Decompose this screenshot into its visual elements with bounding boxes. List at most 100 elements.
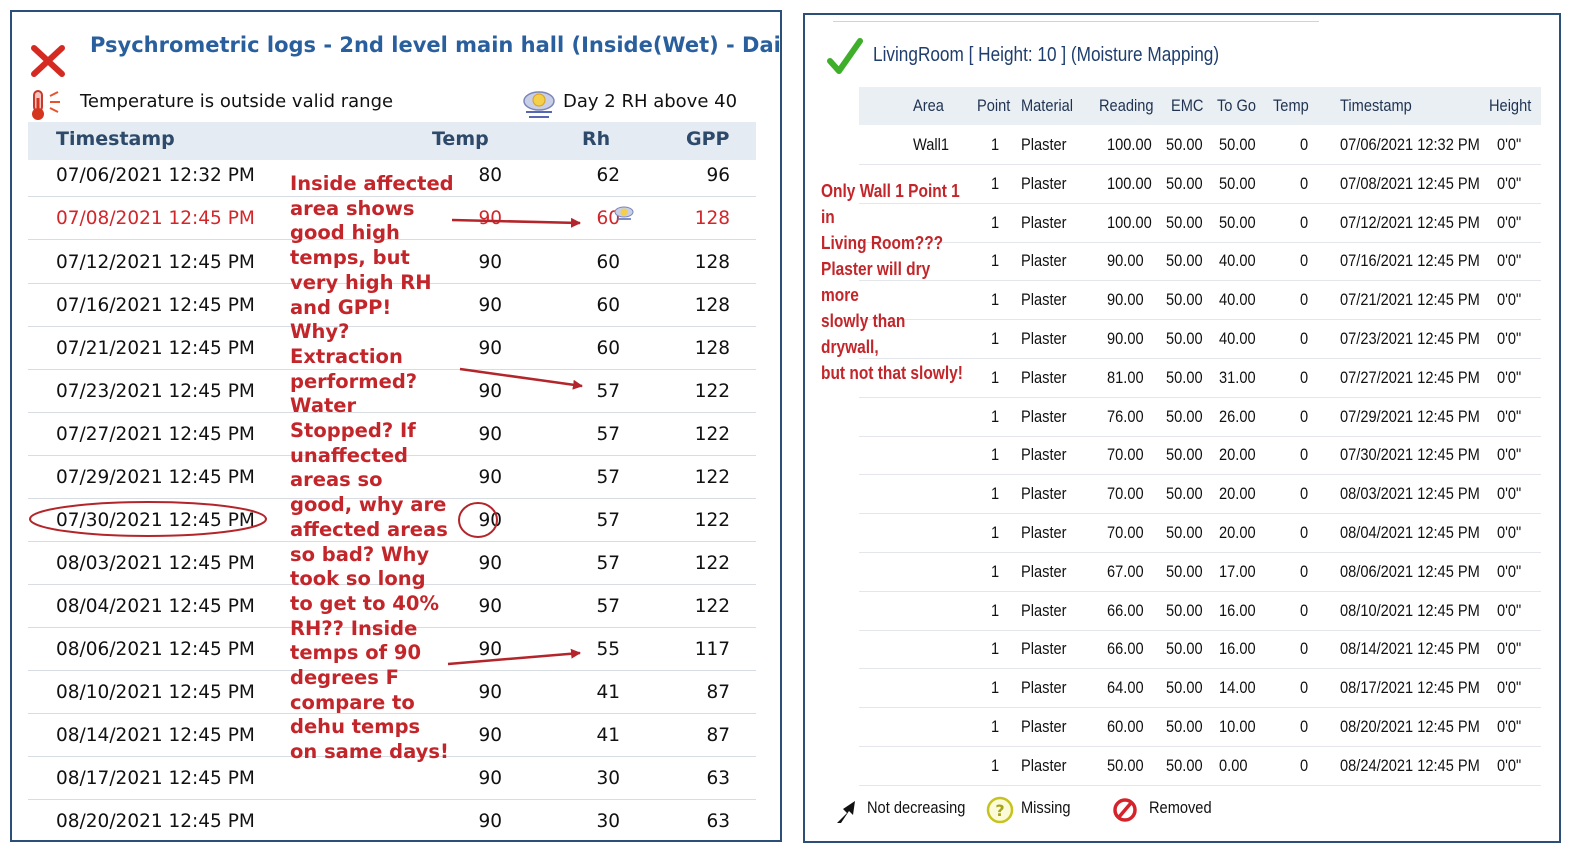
cell-temp: 90 [478,553,502,574]
cell-emc: 50.00 [1166,406,1203,426]
question-icon: ? [986,796,1014,824]
cell-height: 0'0" [1497,639,1522,659]
table-row[interactable]: 1 Plaster 76.00 50.00 26.00 0 07/29/2021 12:45… [859,398,1541,437]
col-temp[interactable]: Temp [1273,96,1309,115]
cell-timestamp: 07/16/2021 12:45 PM [56,295,255,316]
table-row[interactable]: 1 Plaster 50.00 50.00 0.00 0 08/24/2021 12:45 … [859,747,1541,786]
table-row[interactable]: 07/27/2021 12:45 PM 90 57 122 [28,413,756,456]
table-row[interactable]: 1 Plaster 70.00 50.00 20.00 0 08/03/2021 12:45… [859,475,1541,515]
annotation-line: and GPP! [290,295,392,319]
table-row[interactable]: 1 Plaster 100.00 50.00 50.00 0 07/08/2021 12:4… [859,165,1541,204]
col-timestamp[interactable]: Timestamp [56,128,175,150]
cell-to-go: 50.00 [1219,135,1256,154]
cell-gpp: 122 [694,596,730,617]
cell-reading: 66.00 [1107,639,1144,659]
cell-to-go: 40.00 [1219,251,1256,271]
cell-material: Plaster [1021,639,1067,659]
cell-material: Plaster [1021,329,1067,348]
cell-rh: 57 [596,467,620,488]
cell-reading: 60.00 [1107,717,1144,736]
table-row[interactable]: 08/14/2021 12:45 PM 90 41 87 [28,714,756,757]
table-row[interactable]: 07/21/2021 12:45 PM 90 60 128 [28,327,756,370]
col-reading[interactable]: Reading [1099,96,1154,115]
col-area[interactable]: Area [913,96,944,115]
table-row[interactable]: 1 Plaster 66.00 50.00 16.00 0 08/14/2021 12:45… [859,630,1541,670]
cell-rh: 41 [596,725,620,746]
cell-material: Plaster [1021,290,1067,310]
table-row[interactable]: 1 Plaster 66.00 50.00 16.00 0 08/10/2021 12:45… [859,592,1541,631]
cell-point: 1 [991,329,1000,348]
annotation-line: Water [290,394,357,418]
cell-to-go: 16.00 [1219,639,1256,659]
table-row[interactable]: 07/12/2021 12:45 PM 90 60 128 [28,241,756,284]
col-timestamp[interactable]: Timestamp [1340,96,1412,115]
divider [833,21,1319,22]
cell-temp: 80 [478,165,502,186]
col-height[interactable]: Height [1489,96,1532,115]
table-row[interactable]: 1 Plaster 67.00 50.00 17.00 0 08/06/2021 12:45… [859,553,1541,592]
cell-to-go: 50.00 [1219,173,1256,193]
cell-temp: 0 [1300,484,1309,504]
close-icon[interactable] [28,40,68,80]
annotation-line: slowly than drywall, [821,311,906,357]
left-annotation: Inside affected area shows good high temps,… [290,172,460,765]
cell-point: 1 [991,251,1000,271]
table-row[interactable]: 07/23/2021 12:45 PM 90 57 122 [28,370,756,413]
cell-gpp: 122 [694,424,730,445]
table-row[interactable]: 1 Plaster 81.00 50.00 31.00 0 07/27/2021 12:45… [859,359,1541,398]
col-gpp[interactable]: GPP [686,128,730,150]
cell-area: Wall1 [913,135,950,154]
cell-point: 1 [991,445,1000,465]
cell-timestamp: 08/14/2021 12:45 PM [1340,639,1480,659]
cell-rh: 60 [596,338,620,359]
col-point[interactable]: Point [977,96,1011,115]
cell-timestamp: 07/30/2021 12:45 PM [56,510,255,531]
cell-temp: 0 [1300,561,1309,581]
table-row[interactable]: 1 Plaster 90.00 50.00 40.00 0 07/23/2021 12:45… [859,320,1541,359]
annotation-line: dehu temps [290,715,421,739]
table-row[interactable]: 08/17/2021 12:45 PM 90 30 63 [28,757,756,800]
cell-emc: 50.00 [1166,329,1203,348]
cell-point: 1 [991,135,1000,154]
cell-material: Plaster [1021,406,1067,426]
col-emc[interactable]: EMC [1171,96,1204,115]
cell-height: 0'0" [1497,755,1522,775]
table-row[interactable]: 07/29/2021 12:45 PM 90 57 122 [28,456,756,499]
prohibited-icon [1113,798,1137,822]
cell-height: 0'0" [1497,212,1522,232]
col-to-go[interactable]: To Go [1217,96,1257,115]
table-row[interactable]: 1 Plaster 60.00 50.00 10.00 0 08/20/2021 12:45… [859,708,1541,747]
annotation-line: took so long [290,567,426,591]
table-row[interactable]: 07/16/2021 12:45 PM 90 60 128 [28,284,756,327]
cell-emc: 50.00 [1166,290,1203,310]
cell-to-go: 40.00 [1219,290,1256,310]
cell-gpp: 87 [706,725,730,746]
table-row[interactable]: 1 Plaster 100.00 50.00 50.00 0 07/12/2021 12:4… [859,204,1541,243]
cell-to-go: 40.00 [1219,329,1256,348]
annotation-line: temps of 90 [290,641,422,665]
cell-material: Plaster [1021,678,1067,698]
table-row[interactable]: 1 Plaster 64.00 50.00 14.00 0 08/17/2021 12:45… [859,669,1541,709]
table-row[interactable]: Wall1 1 Plaster 100.00 50.00 50.00 0 07/06/2021… [859,126,1541,165]
cell-gpp: 128 [694,208,730,229]
col-temp[interactable]: Temp [432,128,489,150]
table-row[interactable]: 08/04/2021 12:45 PM 90 57 122 [28,585,756,628]
cell-material: Plaster [1021,367,1067,387]
table-row[interactable]: 07/06/2021 12:32 PM 80 62 96 [28,154,756,197]
cell-point: 1 [991,406,1000,426]
col-material[interactable]: Material [1021,96,1074,115]
cell-timestamp: 08/17/2021 12:45 PM [56,768,255,789]
table-row[interactable]: 1 Plaster 90.00 50.00 40.00 0 07/21/2021 12:45… [859,281,1541,321]
table-row[interactable]: 1 Plaster 70.00 50.00 20.00 0 08/04/2021 12:45… [859,514,1541,553]
table-row[interactable]: 08/03/2021 12:45 PM 90 57 122 [28,542,756,585]
cell-temp: 0 [1300,367,1309,387]
table-row[interactable]: 08/20/2021 12:45 PM 90 30 63 [28,800,756,840]
col-rh[interactable]: Rh [582,128,611,150]
table-row[interactable]: 1 Plaster 70.00 50.00 20.00 0 07/30/2021 12:45… [859,436,1541,476]
svg-text:?: ? [995,801,1004,820]
annotation-line: on same days! [290,740,449,764]
cell-emc: 50.00 [1166,251,1203,271]
table-row[interactable]: 08/10/2021 12:45 PM 90 41 87 [28,671,756,714]
table-row[interactable]: 1 Plaster 90.00 50.00 40.00 0 07/16/2021 12:45… [859,242,1541,282]
cell-emc: 50.00 [1166,173,1203,193]
